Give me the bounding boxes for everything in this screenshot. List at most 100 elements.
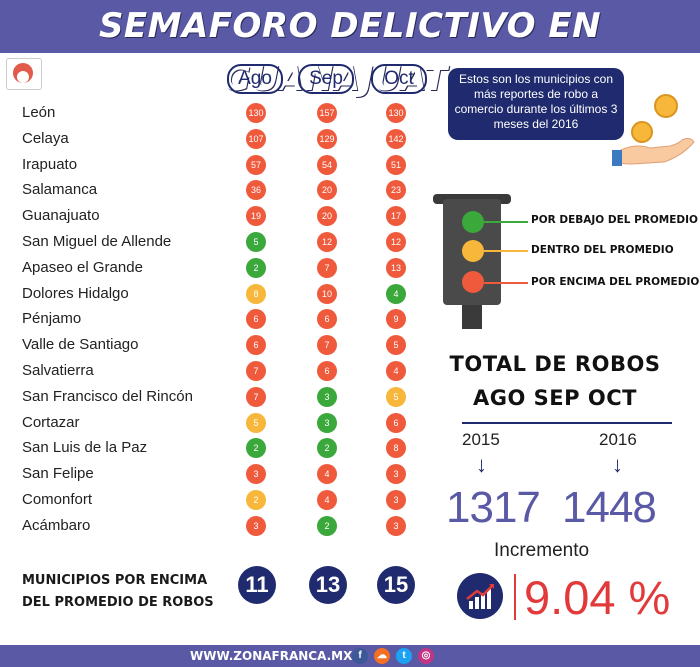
municipality-name: San Felipe xyxy=(22,465,94,483)
month-header-sep: Sep xyxy=(298,64,354,94)
totals-title-line1: TOTAL DE ROBOS xyxy=(449,352,661,376)
value-dot-ago: 5 xyxy=(246,412,266,433)
value-dot-sep: 54 xyxy=(317,154,337,175)
table-row: Valle de Santiago 6 7 5 xyxy=(0,332,420,358)
municipality-name: Irapuato xyxy=(22,155,78,173)
value-dot-ago: 57 xyxy=(246,154,266,175)
info-note: Estos son los municipios con más reporte… xyxy=(448,68,624,140)
yellow-light-icon xyxy=(462,240,484,262)
value-dot-sep: 2 xyxy=(317,438,337,459)
municipality-name: Salamanca xyxy=(22,181,98,199)
value-dot-oct: 13 xyxy=(386,257,406,278)
value-dot-ago: 130 xyxy=(246,103,266,123)
table-row: Acámbaro 3 2 3 xyxy=(0,513,420,539)
value-dot-ago: 6 xyxy=(246,309,266,330)
table-row: San Miguel de Allende 5 12 12 xyxy=(0,229,420,255)
value-dot-sep: 4 xyxy=(317,490,337,510)
soundcloud-icon[interactable]: ☁ xyxy=(374,648,390,664)
value-dot-ago: 3 xyxy=(246,515,266,536)
table-row: Irapuato 57 54 51 xyxy=(0,152,420,178)
table-row: Guanajuato 19 20 17 xyxy=(0,203,420,229)
legend-line-yellow xyxy=(484,250,528,252)
value-dot-sep: 10 xyxy=(317,283,337,304)
value-dot-oct: 3 xyxy=(386,464,406,485)
municipality-name: Pénjamo xyxy=(22,310,82,328)
table-row: Salamanca 36 20 23 xyxy=(0,177,420,203)
value-dot-oct: 12 xyxy=(386,232,406,252)
legend-line-red xyxy=(484,282,528,284)
summary-count-oct: 15 xyxy=(377,566,415,604)
legend-green-label: POR DEBAJO DEL PROMEDIO xyxy=(531,214,698,226)
municipality-name: Guanajuato xyxy=(22,207,100,225)
instagram-icon[interactable]: ◎ xyxy=(418,648,434,664)
summary-count-sep: 13 xyxy=(309,566,347,604)
value-dot-ago: 36 xyxy=(246,180,266,201)
month-header-ago: Ago xyxy=(227,64,283,94)
value-dot-sep: 157 xyxy=(317,103,337,123)
value-dot-oct: 9 xyxy=(386,309,406,330)
legend-red-label: POR ENCIMA DEL PROMEDIO xyxy=(531,276,700,288)
municipality-name: Salvatierra xyxy=(22,362,94,379)
logo xyxy=(6,58,42,90)
table-row: León 130 157 130 xyxy=(0,100,420,126)
legend-yellow-label: DENTRO DEL PROMEDIO xyxy=(531,244,674,256)
facebook-icon[interactable]: f xyxy=(352,648,368,664)
table-row: Pénjamo 6 6 9 xyxy=(0,306,420,332)
value-dot-ago: 2 xyxy=(246,490,266,510)
value-dot-oct: 5 xyxy=(386,386,406,407)
table-row: Celaya 107 129 142 xyxy=(0,126,420,152)
table-row: Cortazar 5 3 6 xyxy=(0,410,420,436)
value-dot-ago: 19 xyxy=(246,206,266,227)
value-dot-oct: 3 xyxy=(386,515,406,536)
green-light-icon xyxy=(462,211,484,233)
footer-bar xyxy=(0,645,700,667)
value-dot-ago: 107 xyxy=(246,128,266,149)
arrow-down-icon: ↓ xyxy=(612,452,623,477)
header-bar xyxy=(0,0,700,53)
value-dot-ago: 6 xyxy=(246,335,266,356)
table-row: Salvatierra 7 6 4 xyxy=(0,358,420,384)
hand-coins-icon xyxy=(612,94,695,166)
value-dot-sep: 7 xyxy=(317,335,337,356)
legend-line-green xyxy=(484,221,528,223)
municipality-name: Celaya xyxy=(22,129,69,147)
municipality-name: San Miguel de Allende xyxy=(22,233,172,250)
footer-website-link[interactable]: WWW.ZONAFRANCA.MX xyxy=(190,649,353,663)
value-dot-oct: 4 xyxy=(386,283,406,304)
arrow-down-icon: ↓ xyxy=(476,452,487,477)
value-dot-ago: 5 xyxy=(246,232,266,252)
table-row: Apaseo el Grande 2 7 13 xyxy=(0,255,420,281)
totals-title-line2: AGO SEP OCT xyxy=(473,386,637,410)
increment-divider xyxy=(514,574,516,620)
value-dot-oct: 51 xyxy=(386,154,406,175)
totals-title: TOTAL DE ROBOS AGO SEP OCT xyxy=(440,350,670,412)
value-dot-oct: 17 xyxy=(386,206,406,227)
summary-count-ago: 11 xyxy=(238,566,276,604)
value-dot-sep: 3 xyxy=(317,386,337,407)
table-row: Comonfort 2 4 3 xyxy=(0,487,420,513)
value-dot-sep: 20 xyxy=(317,180,337,201)
value-dot-oct: 130 xyxy=(386,103,406,123)
value-dot-sep: 129 xyxy=(317,128,337,149)
value-dot-sep: 6 xyxy=(317,361,337,381)
value-dot-sep: 4 xyxy=(317,464,337,485)
municipality-name: León xyxy=(22,104,56,121)
value-dot-oct: 8 xyxy=(386,438,406,459)
value-dot-ago: 2 xyxy=(246,257,266,278)
value-dot-sep: 7 xyxy=(317,257,337,278)
municipality-name: San Francisco del Rincón xyxy=(22,387,193,405)
municipality-name: Valle de Santiago xyxy=(22,336,139,354)
value-dot-ago: 8 xyxy=(246,283,266,304)
table-row: San Francisco del Rincón 7 3 5 xyxy=(0,384,420,410)
total-2015: 1317 xyxy=(446,483,541,532)
value-dot-ago: 7 xyxy=(246,386,266,407)
table-row: Dolores Hidalgo 8 10 4 xyxy=(0,281,420,307)
twitter-icon[interactable]: t xyxy=(396,648,412,664)
value-dot-sep: 3 xyxy=(317,412,337,433)
increment-value: 9.04 % xyxy=(524,571,671,624)
value-dot-ago: 3 xyxy=(246,464,266,485)
traffic-light-pole xyxy=(462,305,482,329)
municipality-name: Cortazar xyxy=(22,413,80,431)
increment-label: Incremento xyxy=(494,540,590,561)
summary-label-line2: DEL PROMEDIO DE ROBOS xyxy=(22,595,214,610)
